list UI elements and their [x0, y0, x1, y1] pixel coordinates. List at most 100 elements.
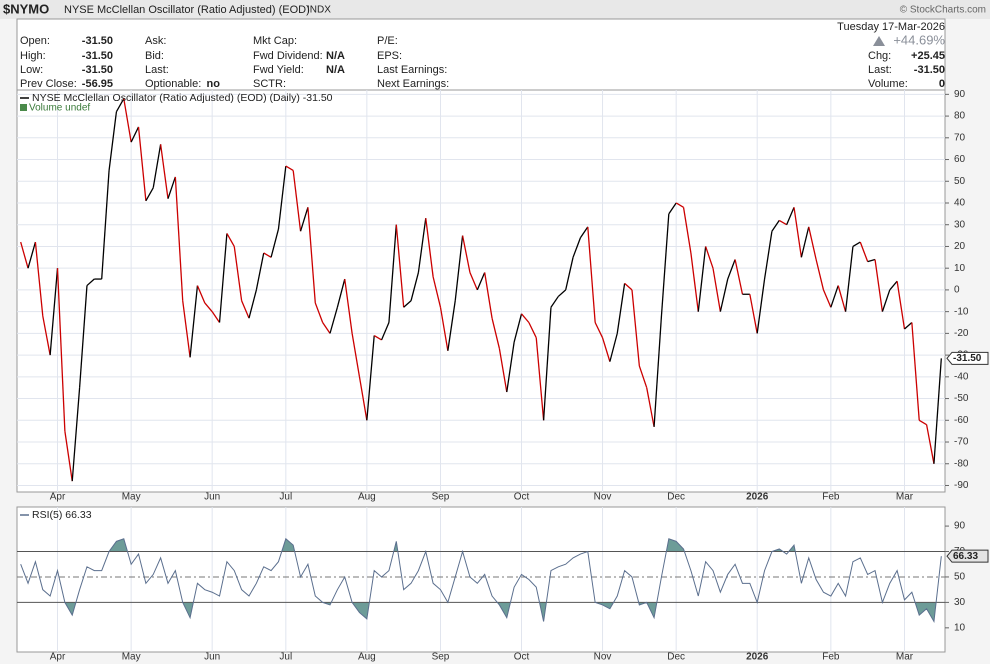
- date: Tuesday 17-Mar-2026: [837, 21, 945, 33]
- info-label: Last Earnings:: [377, 64, 447, 76]
- line-segment: [145, 187, 154, 202]
- line-segment: [830, 285, 839, 308]
- line-segment: [925, 424, 935, 464]
- line-segment: [719, 278, 729, 312]
- line-segment: [727, 259, 736, 280]
- info-label: Next Earnings:: [377, 78, 449, 90]
- x-tick-label: Nov: [594, 492, 612, 503]
- y-tick-label: 10: [954, 622, 966, 633]
- line-segment: [506, 341, 515, 393]
- line-segment: [498, 348, 508, 393]
- line-segment: [469, 272, 478, 291]
- line-segment: [27, 241, 37, 269]
- line-segment: [78, 285, 88, 388]
- y-tick-label: 60: [954, 154, 966, 165]
- line-segment: [439, 307, 449, 351]
- x-tick-label: Feb: [822, 492, 840, 503]
- line-segment: [822, 289, 832, 308]
- x-tick-label: Jun: [204, 492, 220, 503]
- y-tick-label: 20: [954, 241, 966, 252]
- rsi-line: [20, 537, 942, 624]
- y-tick-label: 10: [954, 263, 966, 274]
- line-segment: [270, 228, 280, 258]
- line-segment: [653, 315, 663, 427]
- x-tick-label: Apr: [50, 492, 66, 503]
- line-segment: [800, 226, 810, 258]
- line-segment: [616, 283, 626, 334]
- line-segment: [933, 358, 942, 464]
- info-label: Optionable:: [145, 78, 201, 90]
- line-segment: [336, 278, 346, 308]
- line-segment: [373, 334, 382, 341]
- line-segment: [248, 289, 257, 319]
- y-tick-label: 50: [954, 176, 966, 187]
- line-segment: [601, 337, 611, 362]
- y-tick-label: 30: [954, 597, 966, 608]
- y-tick-label: 0: [954, 285, 960, 296]
- line-segment: [20, 241, 29, 269]
- line-segment: [108, 111, 118, 171]
- line-segment: [56, 268, 66, 432]
- info-label: Volume:: [868, 78, 908, 90]
- line-segment: [535, 337, 545, 421]
- x-tick-label: Jul: [279, 652, 292, 663]
- line-segment: [159, 144, 169, 199]
- line-segment: [42, 315, 51, 356]
- credit: © StockCharts.com: [900, 5, 986, 16]
- symbol: $NYMO: [3, 1, 49, 16]
- line-segment: [226, 233, 235, 247]
- x-tick-label: Feb: [822, 652, 840, 663]
- line-segment: [904, 322, 913, 330]
- line-segment: [366, 335, 375, 421]
- title-bar: [0, 0, 990, 19]
- line-segment: [631, 289, 640, 367]
- info-label: Fwd Yield:: [253, 64, 304, 76]
- info-label: Chg:: [868, 50, 891, 62]
- change-percent: +44.69%: [893, 32, 945, 47]
- info-label: SCTR:: [253, 78, 286, 90]
- info-box: [16, 18, 946, 91]
- line-segment: [874, 259, 884, 312]
- line-segment: [182, 300, 191, 358]
- info-label: Last:: [145, 64, 169, 76]
- line-segment: [174, 176, 184, 301]
- line-segment: [299, 207, 309, 232]
- line-segment: [889, 280, 898, 291]
- y-tick-label: -50: [954, 393, 969, 404]
- info-value: -31.50: [82, 35, 113, 47]
- x-tick-label: 2026: [746, 652, 769, 663]
- line-segment: [388, 224, 397, 323]
- info-value: -31.50: [914, 64, 945, 76]
- last-value-tag: [946, 351, 989, 365]
- line-segment: [756, 278, 766, 334]
- line-segment: [351, 333, 361, 377]
- y-tick-label: -60: [954, 415, 969, 426]
- x-tick-label: Mar: [896, 652, 914, 663]
- legend-label: RSI(5) 66.33: [32, 509, 92, 521]
- line-segment: [358, 376, 368, 421]
- info-label: Open:: [20, 35, 50, 47]
- last-value-label: 66.33: [953, 551, 978, 562]
- line-segment: [34, 242, 44, 317]
- line-segment: [513, 313, 523, 343]
- line-segment: [432, 276, 442, 308]
- line-segment: [763, 231, 773, 280]
- y-tick-label: -20: [954, 328, 969, 339]
- line-segment: [211, 311, 221, 323]
- line-segment: [152, 144, 162, 188]
- y-tick-label: 90: [954, 89, 966, 100]
- y-tick-label: -90: [954, 480, 969, 491]
- info-label: EPS:: [377, 50, 402, 62]
- line-segment: [322, 322, 331, 334]
- x-tick-label: Nov: [594, 652, 612, 663]
- line-segment: [395, 224, 405, 308]
- line-segment: [660, 213, 670, 317]
- line-segment: [542, 307, 552, 421]
- line-segment: [675, 202, 684, 208]
- line-segment: [403, 300, 412, 308]
- line-segment: [204, 302, 213, 313]
- x-tick-label: Oct: [514, 652, 530, 663]
- line-segment: [587, 226, 596, 323]
- line-segment: [859, 241, 869, 262]
